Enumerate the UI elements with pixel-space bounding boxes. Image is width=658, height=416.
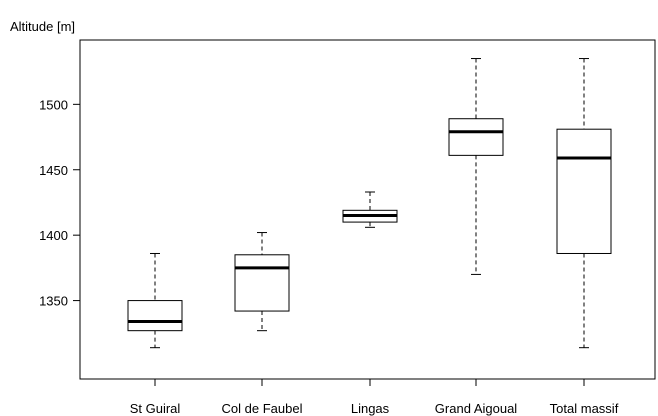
iqr-box-0 (127, 300, 183, 332)
x-tick-label-0: St Guiral (130, 401, 181, 416)
y-axis-label: Altitude [m] (10, 19, 75, 34)
x-tick-label-2: Lingas (351, 401, 390, 416)
iqr-box-3 (448, 118, 504, 156)
x-tick-label-3: Grand Aigoual (435, 401, 518, 416)
box-2 (342, 191, 398, 228)
iqr-box-4 (556, 128, 612, 254)
x-axis: St Guiral Col de Faubel Lingas Grand Aigoua… (130, 379, 619, 416)
y-axis: 1350 1400 1450 1500 (39, 97, 80, 309)
box-3 (448, 58, 504, 275)
box-1 (234, 232, 290, 332)
y-tick-label-1: 1400 (39, 228, 68, 243)
x-tick-label-1: Col de Faubel (222, 401, 303, 416)
iqr-box-1 (234, 254, 290, 312)
y-tick-label-0: 1350 (39, 294, 68, 309)
y-tick-label-2: 1450 (39, 163, 68, 178)
box-0 (127, 252, 183, 349)
x-tick-label-4: Total massif (550, 401, 619, 416)
y-tick-label-3: 1500 (39, 97, 68, 112)
box-4 (556, 58, 612, 349)
plot-frame (79, 39, 656, 380)
box-series (127, 58, 612, 349)
